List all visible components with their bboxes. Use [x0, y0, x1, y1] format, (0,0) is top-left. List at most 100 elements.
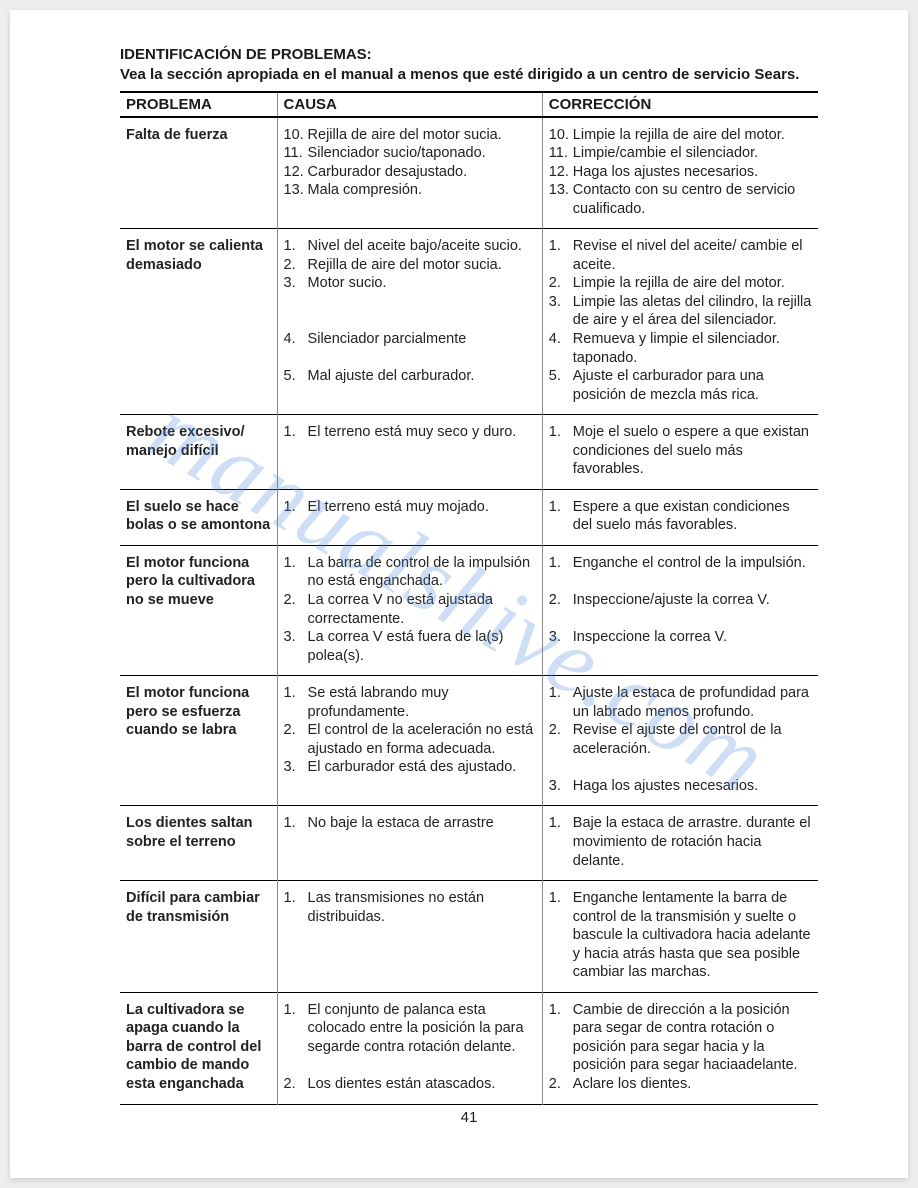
item-list: 1.La barra de control de la impulsión no…	[284, 554, 536, 665]
item-text: La barra de control de la impulsión no e…	[308, 554, 536, 591]
item-number: 13.	[549, 181, 573, 218]
cell-correction: 1.Baje la estaca de arrastre. durante el…	[542, 806, 818, 881]
cell-problem: Los dientes saltan sobre el terreno	[120, 806, 277, 881]
item-number: 3.	[284, 758, 308, 777]
item-text: Revise el ajuste del control de la acele…	[573, 721, 812, 758]
item-text: Limpie/cambie el silenciador.	[573, 144, 812, 163]
list-item	[284, 311, 536, 330]
item-text: Rejilla de aire del motor sucia.	[308, 126, 536, 145]
item-text: El carburador está des ajustado.	[308, 758, 536, 777]
item-number: 11.	[284, 144, 308, 163]
item-number: 1.	[284, 814, 308, 833]
item-number: 10.	[549, 126, 573, 145]
list-item: 1.No baje la estaca de arrastre	[284, 814, 536, 833]
table-row: El motor funciona pero se esfuerza cuand…	[120, 676, 818, 806]
cell-correction: 10.Limpie la rejilla de aire del motor.1…	[542, 117, 818, 229]
list-item: 13.Contacto con su centro de servicio cu…	[549, 181, 812, 218]
page-number: 41	[120, 1109, 818, 1126]
table-row: Los dientes saltan sobre el terreno 1.No …	[120, 806, 818, 881]
cell-correction: 1.Enganche lentamente la barra de contro…	[542, 881, 818, 993]
item-text: Ajuste el carburador para una posición d…	[573, 367, 812, 404]
list-item: 3.La correa V está fuera de la(s) polea(…	[284, 628, 536, 665]
item-text: Moje el suelo o espere a que existan con…	[573, 423, 812, 479]
item-number: 1.	[549, 423, 573, 479]
item-text: Espere a que existan condiciones del sue…	[573, 498, 812, 535]
item-number: 3.	[549, 777, 573, 796]
item-text: Remueva y limpie el silenciador. taponad…	[573, 330, 812, 367]
item-number: 1.	[284, 423, 308, 442]
item-text: Limpie la rejilla de aire del motor.	[573, 126, 812, 145]
item-number: 3.	[549, 293, 573, 330]
list-item: 1.Las transmisiones no están distribuida…	[284, 889, 536, 926]
cell-cause: 1.La barra de control de la impulsión no…	[277, 545, 542, 675]
list-item	[549, 610, 812, 629]
item-number: 13.	[284, 181, 308, 200]
item-list: 10.Rejilla de aire del motor sucia.11.Si…	[284, 126, 536, 200]
item-text: Silenciador parcialmente	[308, 330, 536, 349]
cell-problem: Difícil para cambiar de transmisión	[120, 881, 277, 993]
cell-correction: 1.Moje el suelo o espere a que existan c…	[542, 415, 818, 490]
cell-correction: 1.Cambie de dirección a la posición para…	[542, 992, 818, 1104]
cell-correction: 1.Ajuste la estaca de profundidad para u…	[542, 676, 818, 806]
list-item: 2.La correa V no está ajustada correctam…	[284, 591, 536, 628]
item-text: El terreno está muy mojado.	[308, 498, 536, 517]
table-row: Rebote excesivo/ manejo difícil1.El terr…	[120, 415, 818, 490]
item-text: Enganche el control de la impulsión.	[573, 554, 812, 573]
table-row: El motor se calienta demasiado1.Nivel de…	[120, 229, 818, 415]
list-item: 4.Remueva y limpie el silenciador. tapon…	[549, 330, 812, 367]
item-number: 5.	[284, 367, 308, 386]
item-text: Enganche lentamente la barra de control …	[573, 889, 812, 982]
item-number: 11.	[549, 144, 573, 163]
list-item: 2.Limpie la rejilla de aire del motor.	[549, 274, 812, 293]
item-number: 2.	[284, 721, 308, 758]
item-text: Contacto con su centro de servicio cuali…	[573, 181, 812, 218]
item-list: 1.Enganche el control de la impulsión. 2…	[549, 554, 812, 647]
list-item: 3.Motor sucio.	[284, 274, 536, 293]
item-text: Los dientes están atascados.	[308, 1075, 536, 1094]
item-text: El control de la aceleración no está aju…	[308, 721, 536, 758]
item-number: 2.	[549, 1075, 573, 1094]
item-number: 1.	[549, 814, 573, 870]
cell-cause: 1.Las transmisiones no están distribuida…	[277, 881, 542, 993]
header-correction: CORRECCIÓN	[542, 92, 818, 117]
item-number: 2.	[284, 591, 308, 628]
list-item: 1.Enganche el control de la impulsión.	[549, 554, 812, 573]
item-number: 2.	[549, 591, 573, 610]
cell-cause: 1.Se está labrando muy profundamente.2.E…	[277, 676, 542, 806]
list-item: 1.Nivel del aceite bajo/aceite sucio.	[284, 237, 536, 256]
list-item: 11.Silenciador sucio/taponado.	[284, 144, 536, 163]
cell-problem: Falta de fuerza	[120, 117, 277, 229]
item-number: 3.	[549, 628, 573, 647]
item-number: 5.	[549, 367, 573, 404]
item-text: Motor sucio.	[308, 274, 536, 293]
item-number: 1.	[549, 498, 573, 535]
item-list: 1.Enganche lentamente la barra de contro…	[549, 889, 812, 982]
list-item: 1.Moje el suelo o espere a que existan c…	[549, 423, 812, 479]
item-text: El conjunto de palanca esta colocado ent…	[308, 1001, 536, 1057]
item-list: 1.Revise el nivel del aceite/ cambie el …	[549, 237, 812, 404]
item-text: Haga los ajustes necesarios.	[573, 777, 812, 796]
cell-problem: El motor funciona pero se esfuerza cuand…	[120, 676, 277, 806]
list-item: 13.Mala compresión.	[284, 181, 536, 200]
item-text: Las transmisiones no están distribuidas.	[308, 889, 536, 926]
item-number: 1.	[549, 554, 573, 573]
item-text: Aclare los dientes.	[573, 1075, 812, 1094]
item-list: 10.Limpie la rejilla de aire del motor.1…	[549, 126, 812, 219]
list-item: 1.Baje la estaca de arrastre. durante el…	[549, 814, 812, 870]
list-item: 1.El terreno está muy mojado.	[284, 498, 536, 517]
item-list: 1.No baje la estaca de arrastre	[284, 814, 536, 833]
list-item: 2.El control de la aceleración no está a…	[284, 721, 536, 758]
list-item: 10.Limpie la rejilla de aire del motor.	[549, 126, 812, 145]
cell-problem: El motor funciona pero la cultivadora no…	[120, 545, 277, 675]
list-item: 1.Ajuste la estaca de profundidad para u…	[549, 684, 812, 721]
list-item: 3.El carburador está des ajustado.	[284, 758, 536, 777]
item-number: 1.	[549, 889, 573, 982]
table-row: El suelo se hace bolas o se amontona1.El…	[120, 489, 818, 545]
list-item	[549, 572, 812, 591]
item-number: 1.	[284, 498, 308, 517]
list-item: 2.Inspeccione/ajuste la correa V.	[549, 591, 812, 610]
item-text: Haga los ajustes necesarios.	[573, 163, 812, 182]
list-item: 1.Revise el nivel del aceite/ cambie el …	[549, 237, 812, 274]
table-row: Falta de fuerza10.Rejilla de aire del mo…	[120, 117, 818, 229]
list-item: 3.Haga los ajustes necesarios.	[549, 777, 812, 796]
